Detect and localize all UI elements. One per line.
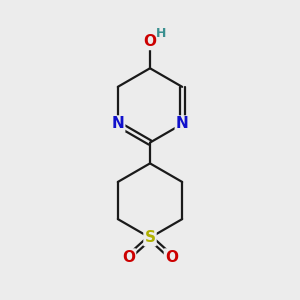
Text: H: H [156, 27, 166, 40]
Text: O: O [122, 250, 135, 265]
Text: O: O [143, 34, 157, 49]
Text: S: S [145, 230, 155, 245]
Text: O: O [165, 250, 178, 265]
Text: N: N [111, 116, 124, 131]
Text: N: N [176, 116, 189, 131]
